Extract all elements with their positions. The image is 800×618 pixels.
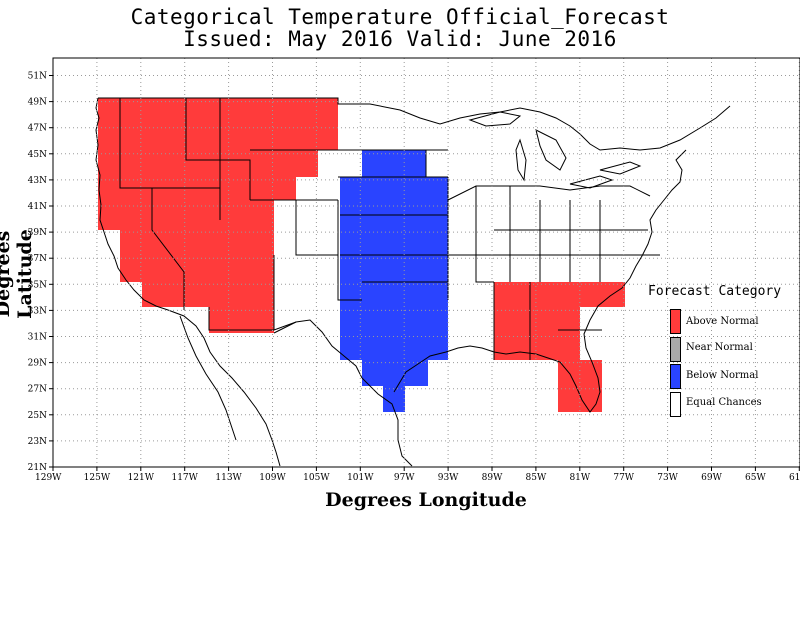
lon-tick-label: 77W [613, 473, 634, 483]
lat-tick-label: 29N [28, 359, 47, 369]
lon-tick-label: 85W [526, 473, 547, 483]
lon-tick-label: 129W [35, 473, 62, 483]
legend-swatch-equal [670, 392, 681, 417]
lat-tick-label: 25N [28, 411, 47, 421]
above-normal-region-west [98, 98, 338, 333]
lat-tick-label: 31N [28, 333, 47, 343]
lon-tick-label: 93W [438, 473, 459, 483]
lat-tick-label: 21N [28, 463, 47, 473]
axis-ticks: 129W 125W 121W 117W 113W 109W 105W 101W 97W 93W 89… [28, 72, 800, 484]
legend-swatch-near [670, 337, 681, 362]
lat-tick-label: 51N [28, 72, 47, 82]
lat-tick-label: 27N [28, 385, 47, 395]
lon-tick-label: 125W [84, 473, 111, 483]
lat-tick-label: 35N [28, 280, 47, 290]
legend-label-near: Near Normal [686, 342, 753, 353]
lat-tick-label: 43N [28, 176, 47, 186]
lon-tick-label: 89W [482, 473, 503, 483]
lat-tick-label: 23N [28, 437, 47, 447]
lon-tick-label: 101W [347, 473, 374, 483]
map-title: Categorical Temperature Official_Forecas… [130, 5, 670, 29]
legend-swatch-below [670, 364, 681, 389]
lat-tick-label: 39N [28, 228, 47, 238]
lon-tick-label: 113W [215, 473, 242, 483]
legend-swatch-above [670, 309, 681, 334]
lat-tick-label: 41N [28, 202, 47, 212]
lon-tick-label: 117W [171, 473, 198, 483]
grid-lines [53, 58, 800, 467]
great-lakes [468, 111, 642, 189]
lon-tick-label: 69W [701, 473, 722, 483]
legend-label-below: Below Normal [686, 370, 759, 381]
lat-tick-label: 33N [28, 306, 47, 316]
x-axis-label: Degrees Longitude [325, 489, 527, 511]
map-subtitle: Issued: May 2016 Valid: June 2016 [183, 27, 617, 51]
lon-tick-label: 73W [657, 473, 678, 483]
above-normal-region-southeast [494, 282, 625, 412]
legend-label-equal: Equal Chances [686, 397, 762, 408]
lon-tick-label: 97W [394, 473, 415, 483]
legend-title: Forecast Category [648, 284, 782, 299]
lon-tick-label: 65W [745, 473, 766, 483]
coastline-outlines [95, 97, 731, 467]
legend-label-above: Above Normal [686, 316, 759, 327]
lon-tick-label: 81W [569, 473, 590, 483]
lon-tick-label: 109W [259, 473, 286, 483]
lat-tick-label: 37N [28, 254, 47, 264]
y-axis-label: Degrees Latitude [0, 229, 36, 319]
lon-tick-label: 61W [789, 473, 800, 483]
lat-tick-label: 45N [28, 150, 47, 160]
lon-tick-label: 121W [128, 473, 155, 483]
lat-tick-label: 47N [28, 124, 47, 134]
lat-tick-label: 49N [28, 98, 47, 108]
lon-tick-label: 105W [303, 473, 330, 483]
